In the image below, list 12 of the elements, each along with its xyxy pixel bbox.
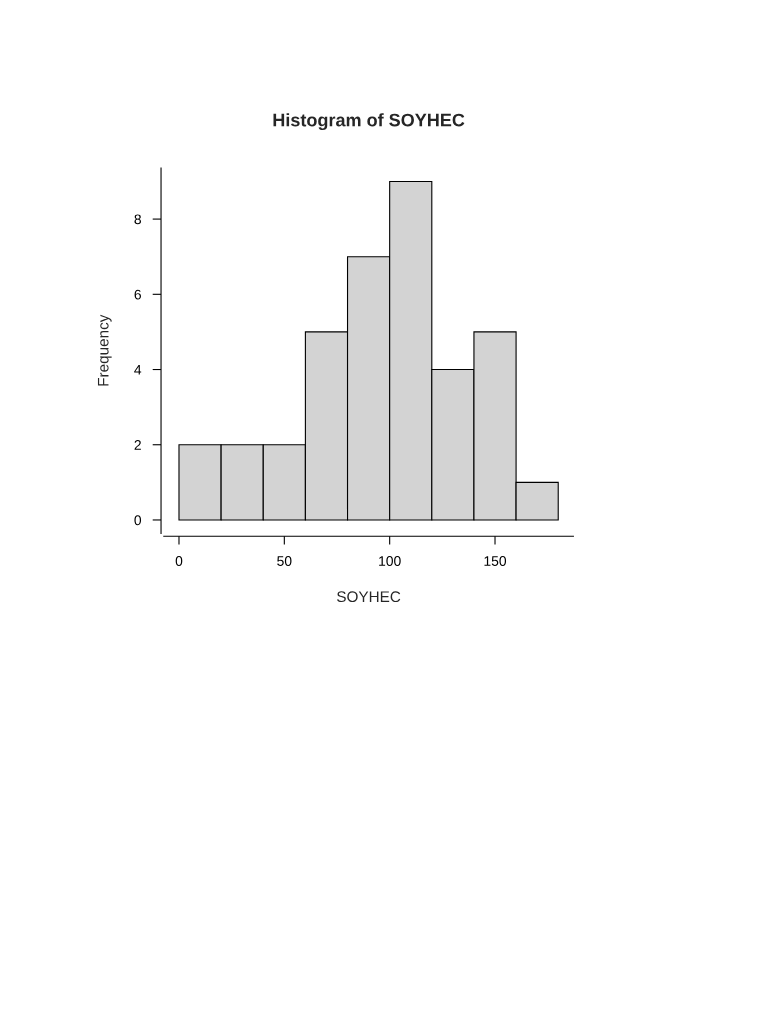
x-tick-label: 50 [277, 556, 292, 566]
y-tick-label: 8 [134, 214, 141, 225]
x-axis-title: SOYHEC [337, 591, 401, 603]
y-tick-label: 2 [134, 440, 141, 450]
y-axis-title: Frequency [97, 314, 112, 386]
x-tick-label: 0 [175, 556, 183, 566]
chart-title: Histogram of SOYHEC [273, 113, 465, 131]
y-tick-label: 6 [134, 289, 141, 300]
x-tick-label: 150 [484, 556, 507, 566]
y-tick-label: 4 [134, 365, 142, 375]
y-tick-label: 0 [134, 515, 142, 526]
x-tick-label: 100 [379, 556, 401, 566]
